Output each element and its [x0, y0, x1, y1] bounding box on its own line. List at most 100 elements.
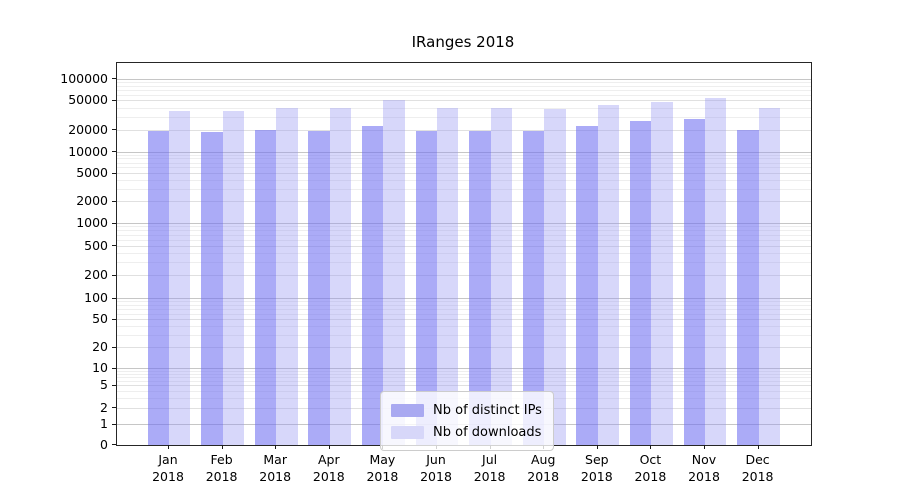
- bar-oct-downloads: [651, 102, 673, 445]
- gridline-900: [117, 226, 811, 228]
- bar-apr-downloads: [329, 108, 352, 445]
- bar-jun-downloads: [437, 108, 459, 445]
- gridline-500: [117, 245, 811, 247]
- legend-swatch-downloads: [391, 425, 424, 439]
- y-tick-label-50000: 50000: [68, 92, 108, 108]
- gridline-7000: [117, 162, 811, 164]
- x-tick-label-sep: Sep 2018: [580, 452, 613, 484]
- x-tick-mark-feb: [221, 445, 223, 449]
- y-tick-mark-100000: [112, 78, 116, 79]
- x-tick-label-mar: Mar 2018: [259, 452, 292, 484]
- bar-aug-distinct-ips: [522, 131, 545, 445]
- bar-nov-downloads: [705, 97, 727, 445]
- x-tick-label-jan: Jan 2018: [152, 452, 184, 484]
- y-tick-label-1: 1: [100, 416, 108, 432]
- y-tick-mark-2: [112, 407, 116, 409]
- y-tick-label-1000: 1000: [76, 215, 108, 231]
- y-tick-mark-100: [112, 297, 116, 299]
- gridline-1000: [117, 223, 811, 225]
- legend-label-downloads: Nb of downloads: [433, 424, 542, 440]
- gridline-800: [117, 230, 811, 232]
- y-tick-label-20: 20: [92, 339, 108, 355]
- x-tick-label-jun: Jun 2018: [420, 452, 452, 484]
- legend: Nb of distinct IPs Nb of downloads: [380, 391, 554, 451]
- gridline-2000: [117, 201, 811, 203]
- y-tick-label-10: 10: [92, 360, 108, 376]
- y-tick-mark-10: [112, 367, 116, 369]
- bar-jan-downloads: [169, 110, 191, 445]
- gridline-70000: [117, 89, 811, 91]
- y-tick-label-100: 100: [84, 290, 108, 305]
- y-tick-mark-20000: [112, 129, 116, 131]
- y-tick-mark-10000: [112, 151, 116, 152]
- gridline-70: [117, 308, 811, 310]
- x-tick-label-aug: Aug 2018: [527, 452, 560, 484]
- bar-feb-distinct-ips: [201, 132, 223, 445]
- y-tick-mark-50: [112, 318, 116, 320]
- gridline-400: [117, 252, 811, 254]
- x-tick-mark-oct: [650, 445, 652, 449]
- gridline-30: [117, 334, 811, 336]
- chart-title: IRanges 2018: [411, 33, 515, 51]
- gridline-7: [117, 377, 811, 379]
- bar-may-downloads: [383, 100, 405, 445]
- y-tick-mark-0: [112, 444, 116, 445]
- gridline-200: [117, 275, 811, 277]
- legend-row: Nb of downloads: [391, 421, 542, 443]
- legend-swatch-distinct-ips: [391, 403, 424, 417]
- y-tick-mark-50000: [112, 99, 116, 101]
- y-tick-label-50: 50: [92, 311, 108, 327]
- y-tick-label-200: 200: [84, 267, 108, 283]
- bar-jul-downloads: [490, 108, 512, 445]
- gridline-9: [117, 371, 811, 373]
- bar-jun-distinct-ips: [415, 131, 437, 445]
- bar-may-distinct-ips: [362, 125, 384, 445]
- bar-apr-distinct-ips: [308, 130, 330, 445]
- gridline-3000: [117, 188, 811, 190]
- gridline-4000: [117, 179, 811, 181]
- gridline-90: [117, 301, 811, 303]
- gridline-100: [117, 298, 811, 299]
- gridline-60: [117, 313, 811, 315]
- y-tick-mark-2000: [112, 200, 116, 202]
- bar-sep-downloads: [597, 104, 620, 445]
- legend-row: Nb of distinct IPs: [391, 399, 542, 421]
- gridline-10000: [117, 151, 811, 153]
- gridline-80000: [117, 85, 811, 87]
- y-tick-label-2000: 2000: [76, 193, 108, 209]
- y-tick-mark-20: [112, 346, 116, 348]
- x-tick-mark-mar: [275, 445, 277, 449]
- y-tick-mark-1000: [112, 222, 116, 224]
- y-tick-label-500: 500: [84, 237, 108, 253]
- legend-label-distinct-ips: Nb of distinct IPs: [433, 402, 542, 418]
- y-tick-label-5: 5: [100, 377, 108, 393]
- y-tick-label-20000: 20000: [68, 121, 108, 137]
- bar-mar-downloads: [276, 108, 298, 445]
- gridline-20: [117, 347, 811, 349]
- y-tick-label-100000: 100000: [60, 70, 108, 86]
- x-tick-label-nov: Nov 2018: [688, 452, 720, 484]
- gridline-700: [117, 234, 811, 236]
- gridline-60000: [117, 94, 811, 96]
- x-tick-mark-sep: [596, 445, 598, 449]
- gridline-20000: [117, 129, 811, 131]
- bar-dec-distinct-ips: [737, 129, 759, 445]
- bar-jul-distinct-ips: [469, 131, 491, 445]
- x-tick-label-jul: Jul 2018: [473, 452, 506, 484]
- gridline-40: [117, 326, 811, 328]
- y-tick-label-5000: 5000: [76, 165, 108, 181]
- gridline-600: [117, 239, 811, 241]
- x-tick-label-oct: Oct 2018: [634, 452, 667, 484]
- gridline-80: [117, 304, 811, 306]
- y-tick-label-0: 0: [100, 436, 108, 452]
- gridline-5000: [117, 173, 811, 175]
- x-tick-label-feb: Feb 2018: [205, 452, 238, 484]
- bar-nov-distinct-ips: [683, 119, 705, 445]
- gridline-300: [117, 262, 811, 264]
- y-tick-label-2: 2: [100, 399, 108, 415]
- x-tick-mark-nov: [704, 445, 705, 449]
- x-tick-label-apr: Apr 2018: [312, 452, 345, 484]
- gridline-6000: [117, 167, 811, 169]
- gridline-10: [117, 368, 811, 370]
- y-tick-mark-200: [112, 274, 116, 276]
